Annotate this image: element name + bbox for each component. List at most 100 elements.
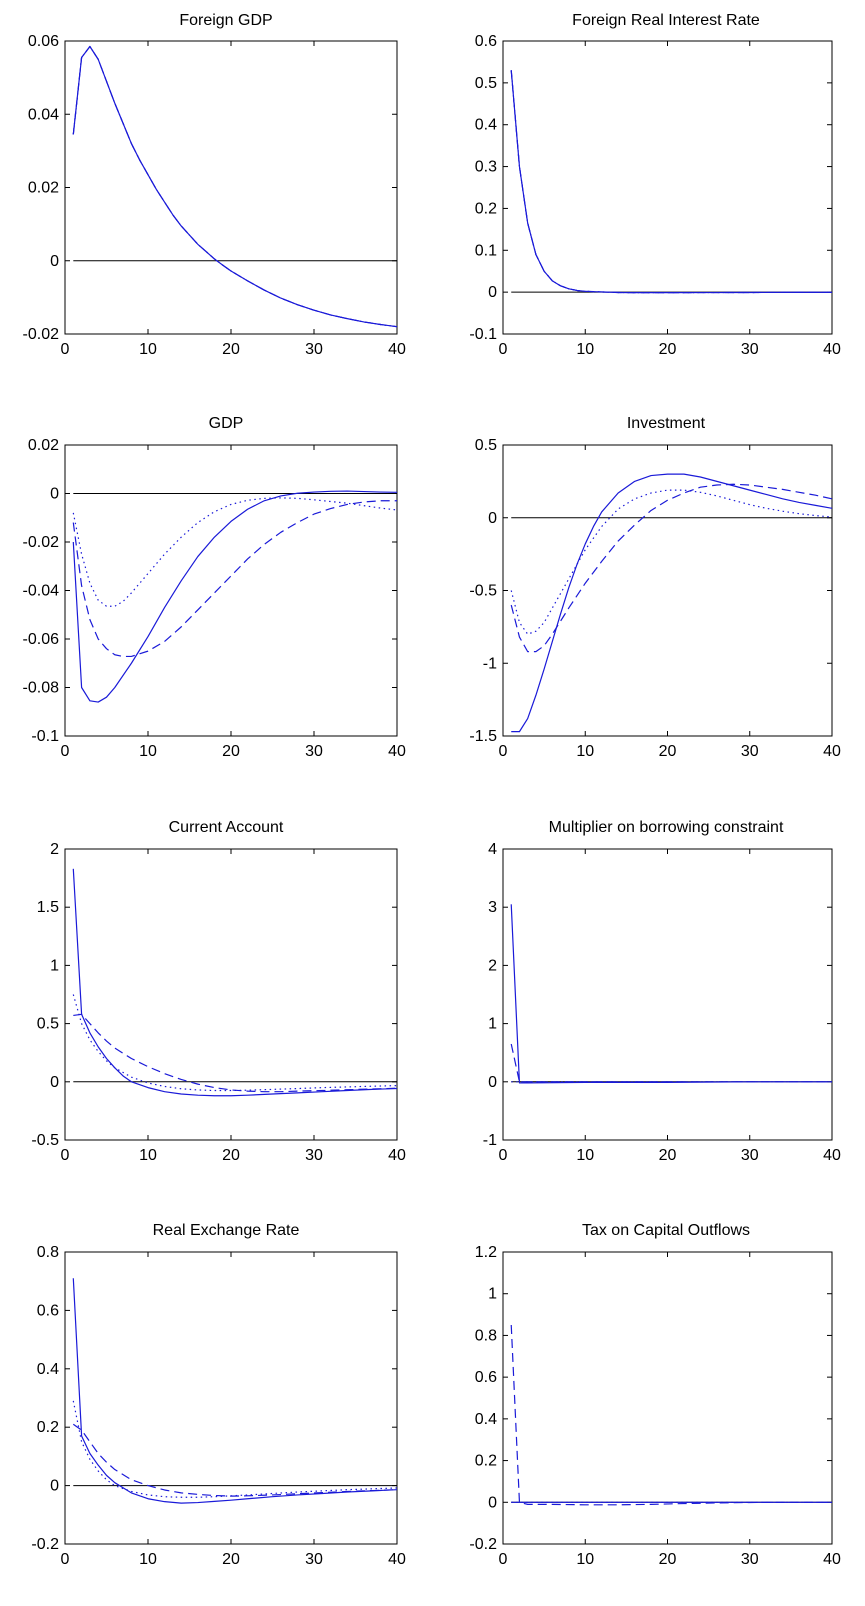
y-tick-label: -0.2 — [469, 1536, 497, 1553]
series-line-dashed — [72, 45, 398, 328]
series-line-solid — [510, 70, 833, 294]
series-line-dotted — [72, 1400, 398, 1498]
x-tick-label: 20 — [659, 743, 677, 760]
panel-investment: Investment 0 10 20 30 40 -1.5 -1 -0.5 0 0.5 — [469, 415, 841, 760]
series-line-dotted — [510, 70, 833, 294]
y-tick-label: 1.2 — [475, 1244, 497, 1261]
panel-foreign-real-interest-rate: Foreign Real Interest Rate 0 10 20 30 40 -0.1… — [469, 12, 841, 358]
x-tick-label: 20 — [659, 341, 677, 358]
y-tick-label: 0.2 — [475, 1453, 497, 1470]
y-tick-label: 0.2 — [37, 1419, 59, 1436]
panel-title: Foreign GDP — [179, 12, 272, 29]
y-tick-label: 0.5 — [475, 75, 497, 92]
y-tick-label: -0.2 — [31, 1536, 59, 1553]
y-tick-label: 1 — [50, 957, 59, 974]
y-tick-label: 0.6 — [475, 1369, 497, 1386]
y-tick-label: 0.4 — [475, 117, 497, 134]
y-tick-label: 0.04 — [28, 106, 59, 123]
x-tick-label: 10 — [139, 1551, 157, 1568]
y-tick-label: -0.02 — [23, 326, 60, 343]
y-tick-label: -0.06 — [23, 631, 60, 648]
series-line-solid — [511, 473, 833, 733]
plot-area-frame — [502, 848, 833, 1141]
y-tick-label: 1 — [488, 1286, 497, 1303]
series-line-dotted — [72, 45, 398, 328]
y-tick-label: 3 — [488, 899, 497, 916]
x-tick-label: 40 — [823, 1551, 841, 1568]
panel-gdp: GDP 0 10 20 30 40 -0.1 -0.08 -0.06 -0.04 -0.02 0 0.… — [23, 415, 406, 760]
y-tick-label: -0.5 — [31, 1132, 59, 1149]
panel-title: GDP — [209, 415, 244, 432]
y-tick-label: -0.04 — [23, 583, 60, 600]
y-tick-label: 0.06 — [28, 33, 59, 50]
y-tick-label: 0.1 — [475, 242, 497, 259]
x-tick-label: 30 — [305, 743, 323, 760]
panel-title: Real Exchange Rate — [153, 1222, 300, 1239]
x-tick-label: 20 — [222, 1551, 240, 1568]
series-line-dashed — [510, 1043, 832, 1083]
y-tick-label: 0 — [50, 1478, 59, 1495]
y-tick-label: 0 — [50, 253, 59, 270]
x-tick-label: 40 — [823, 341, 841, 358]
plot-area-frame — [502, 444, 833, 737]
x-tick-label: 20 — [222, 341, 240, 358]
series-line-solid — [72, 490, 398, 703]
x-tick-label: 30 — [305, 341, 323, 358]
y-tick-label: 0.4 — [475, 1411, 497, 1428]
x-tick-label: 0 — [61, 341, 70, 358]
plot-area-frame — [502, 40, 833, 335]
x-tick-label: 10 — [576, 1551, 594, 1568]
panel-title: Foreign Real Interest Rate — [572, 12, 760, 29]
plot-area-frame — [64, 40, 398, 335]
x-tick-label: 30 — [741, 1551, 759, 1568]
y-tick-label: 0.8 — [37, 1244, 59, 1261]
y-tick-label: 0 — [488, 510, 497, 527]
x-tick-label: 30 — [305, 1551, 323, 1568]
y-tick-label: -0.1 — [31, 728, 59, 745]
x-tick-label: 40 — [388, 1551, 406, 1568]
x-tick-label: 20 — [222, 1147, 240, 1164]
y-tick-label: -1.5 — [469, 728, 497, 745]
series-line-dashed — [510, 1324, 832, 1506]
plot-area-frame — [64, 444, 398, 737]
series-line-solid — [510, 904, 832, 1084]
panel-real-exchange-rate: Real Exchange Rate 0 10 20 30 40-0.200.20.40… — [31, 1222, 406, 1568]
series-line-dashed — [72, 500, 397, 658]
x-tick-label: 10 — [576, 341, 594, 358]
y-tick-label: 4 — [488, 841, 497, 858]
y-tick-label: -0.1 — [469, 326, 497, 343]
x-tick-label: 10 — [139, 1147, 157, 1164]
panel-multiplier-on-borrowing-constraint: Multiplier on borrowing constraint 0 10 20… — [483, 819, 841, 1164]
y-tick-label: 0.02 — [28, 180, 59, 197]
series-line-solid — [72, 1278, 398, 1504]
x-tick-label: 0 — [61, 743, 70, 760]
x-tick-label: 0 — [61, 1147, 70, 1164]
panel-title: Investment — [627, 415, 706, 432]
y-tick-label: 1.5 — [37, 899, 59, 916]
series-line-solid — [72, 45, 398, 328]
series-line-dotted — [510, 489, 833, 635]
y-tick-label: 2 — [50, 841, 59, 858]
x-tick-label: 20 — [659, 1551, 677, 1568]
y-tick-label: 0 — [50, 1074, 59, 1091]
y-tick-label: 0.02 — [28, 437, 59, 454]
x-tick-label: 40 — [823, 743, 841, 760]
y-tick-label: 0.5 — [475, 437, 497, 454]
x-tick-label: 0 — [499, 743, 508, 760]
x-tick-label: 10 — [576, 743, 594, 760]
x-tick-label: 10 — [139, 341, 157, 358]
x-tick-label: 40 — [823, 1147, 841, 1164]
series-line-dashed — [510, 483, 833, 653]
y-tick-label: 0.3 — [475, 159, 497, 176]
x-tick-label: 40 — [388, 743, 406, 760]
panel-title: Tax on Capital Outflows — [582, 1222, 750, 1239]
x-tick-label: 30 — [305, 1147, 323, 1164]
y-tick-label: -0.02 — [23, 534, 60, 551]
y-tick-label: 2 — [488, 957, 497, 974]
panel-title: Multiplier on borrowing constraint — [549, 819, 784, 836]
x-tick-label: 10 — [576, 1147, 594, 1164]
x-tick-label: 30 — [741, 341, 759, 358]
series-line-dashed — [72, 1423, 398, 1497]
